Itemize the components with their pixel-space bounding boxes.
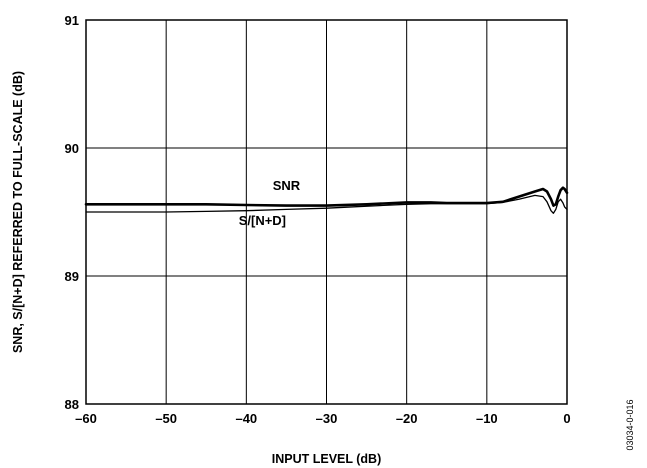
y-axis-title: SNR, S/[N+D] REFERRED TO FULL-SCALE (dB) [11,71,25,353]
y-tick-label: 89 [65,269,79,284]
x-tick-label: –60 [75,411,97,426]
x-tick-labels: –60 –50 –40 –30 –20 –10 0 [75,411,570,426]
x-tick-label: –20 [396,411,418,426]
series-layer [84,186,569,214]
y-tick-labels: 88 89 90 91 [65,13,79,412]
x-axis-title: INPUT LEVEL (dB) [272,452,382,466]
y-tick-label: 88 [65,397,79,412]
x-tick-label: –30 [316,411,338,426]
x-tick-label: 0 [563,411,570,426]
grid [86,20,567,404]
series-label-snr: SNR [273,178,301,193]
figure-id: 03034-0-016 [625,399,635,450]
series-label-s-n-plus-d: S/[N+D] [239,213,286,228]
x-tick-label: –50 [155,411,177,426]
y-tick-label: 90 [65,141,79,156]
series-line-s-n-plus-d [85,194,568,214]
series-labels: SNR S/[N+D] [239,178,301,228]
y-tick-label: 91 [65,13,79,28]
x-tick-label: –10 [476,411,498,426]
x-tick-label: –40 [235,411,257,426]
